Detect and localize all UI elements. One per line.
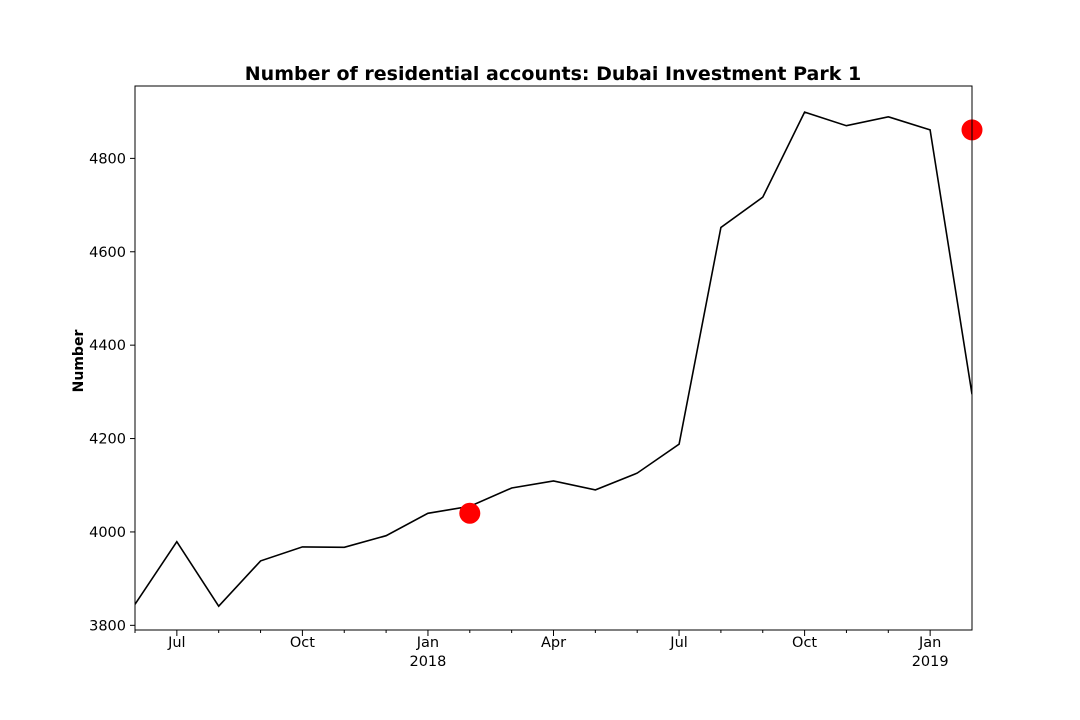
plot-area: 3800 4000 4200 4400 4600 4800 Jul Oct Jan 2018 Apr… — [89, 85, 983, 670]
axes-frame — [134, 85, 973, 631]
x-tick-label: Apr — [541, 635, 566, 651]
x-tick-year-label: 2019 — [912, 654, 949, 670]
x-tick-label: Jan — [416, 635, 439, 651]
x-tick-label: Jul — [167, 635, 186, 651]
y-tick-label: 4400 — [89, 338, 126, 354]
x-tick-label: Oct — [290, 635, 315, 651]
y-tick-label: 3800 — [89, 618, 126, 634]
y-tick-label: 4000 — [89, 525, 126, 541]
y-tick-label: 4800 — [89, 151, 126, 167]
y-axis-label: Number — [71, 330, 87, 393]
x-tick-year-label: 2018 — [409, 654, 446, 670]
highlight-point — [459, 502, 481, 524]
y-tick-label: 4200 — [89, 432, 126, 448]
x-tick-label: Jan — [918, 635, 941, 651]
x-tick-label: Jul — [669, 635, 688, 651]
chart-title: Number of residential accounts: Dubai In… — [245, 63, 861, 85]
series-line — [135, 111, 972, 608]
y-tick-label: 4600 — [89, 245, 126, 261]
x-tick-label: Oct — [792, 635, 817, 651]
